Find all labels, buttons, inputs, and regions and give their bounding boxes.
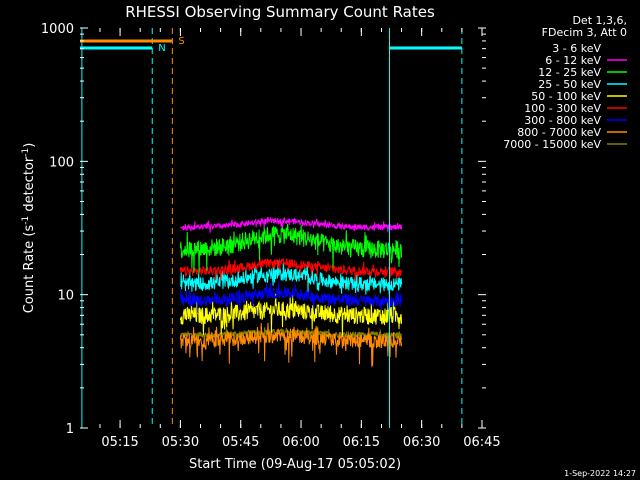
y-tick-label: 100 — [49, 155, 74, 170]
flag-label-s: S — [178, 36, 184, 47]
legend-header-2: FDecim 3, Att 0 — [542, 26, 627, 39]
x-tick-label: 06:00 — [282, 435, 319, 450]
footer-date: 1-Sep-2022 14:27 — [564, 469, 636, 478]
series-line-7 — [179, 281, 403, 314]
series-line-4 — [180, 260, 403, 295]
legend-header-1: Det 1,3,6, — [572, 14, 627, 27]
x-tick-label: 05:30 — [162, 435, 199, 450]
legend-label-3: 12 - 25 keV — [538, 66, 601, 79]
x-axis-label: Start Time (09-Aug-17 05:05:02) — [189, 457, 401, 472]
x-tick-label: 06:45 — [463, 435, 500, 450]
legend-label-9: 7000 - 15000 keV — [503, 138, 601, 151]
legend-label-6: 100 - 300 keV — [524, 102, 601, 115]
legend-label-7: 300 - 800 keV — [524, 114, 601, 127]
series-line-6 — [179, 257, 403, 282]
series-line-5 — [179, 293, 403, 337]
chart-title: RHESSI Observing Summary Count Rates — [125, 3, 435, 21]
legend-label-1: 3 - 6 keV — [552, 42, 601, 55]
legend-label-4: 25 - 50 keV — [538, 78, 601, 91]
flag-label-n: N — [158, 43, 165, 54]
plot-frame — [79, 27, 487, 429]
x-tick-label: 05:15 — [101, 435, 138, 450]
y-tick-label: 1 — [66, 422, 74, 437]
x-tick-label: 06:15 — [343, 435, 380, 450]
x-tick-label: 06:30 — [403, 435, 440, 450]
y-tick-label: 10 — [57, 289, 74, 304]
series-line-1 — [180, 111, 403, 147]
series-line-2 — [179, 216, 403, 233]
y-tick-label: 1000 — [41, 22, 74, 37]
series-line-3 — [179, 224, 403, 273]
y-axis-label: Count Rate (s-1 detector-1) — [21, 143, 37, 314]
x-tick-label: 05:45 — [222, 435, 259, 450]
plot-area: S N 1 10 100 1000 05:15 05:30 05:45 06:00 06:15 06:… — [41, 22, 501, 450]
legend-label-8: 800 - 7000 keV — [517, 126, 601, 139]
series-line-8 — [179, 322, 403, 367]
legend-label-2: 6 - 12 keV — [545, 54, 601, 67]
legend-label-5: 50 - 100 keV — [531, 90, 601, 103]
